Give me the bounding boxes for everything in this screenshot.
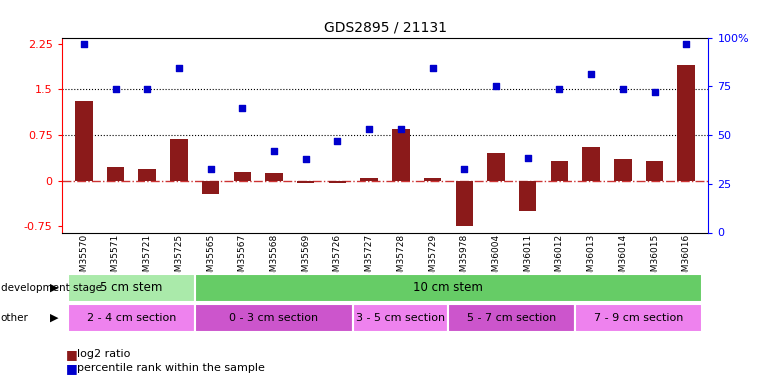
Bar: [195, 274, 702, 302]
Text: log2 ratio: log2 ratio: [77, 350, 130, 359]
Bar: [233, 172, 251, 181]
Point: [458, 165, 470, 171]
Point: [585, 71, 598, 77]
Bar: [678, 65, 695, 181]
Bar: [614, 159, 631, 181]
Text: 7 - 9 cm section: 7 - 9 cm section: [594, 313, 683, 323]
Point: [490, 83, 502, 89]
Text: 2 - 4 cm section: 2 - 4 cm section: [87, 313, 176, 323]
Point: [427, 65, 439, 71]
Text: development stage: development stage: [1, 283, 102, 293]
Point: [553, 86, 565, 92]
Bar: [297, 181, 314, 183]
Bar: [68, 274, 195, 302]
Point: [141, 86, 153, 92]
Point: [395, 126, 407, 132]
Text: 5 cm stem: 5 cm stem: [100, 281, 162, 294]
Text: 3 - 5 cm section: 3 - 5 cm section: [357, 313, 445, 323]
Point: [521, 154, 534, 160]
Point: [300, 156, 312, 162]
Bar: [448, 304, 575, 332]
Bar: [519, 181, 537, 211]
Bar: [360, 178, 378, 181]
Text: 5 - 7 cm section: 5 - 7 cm section: [467, 313, 557, 323]
Bar: [582, 147, 600, 181]
Bar: [202, 181, 219, 194]
Point: [109, 86, 122, 92]
Text: percentile rank within the sample: percentile rank within the sample: [77, 363, 265, 373]
Point: [205, 165, 217, 171]
Bar: [424, 178, 441, 181]
Text: ■: ■: [65, 362, 77, 375]
Bar: [170, 139, 188, 181]
Point: [363, 126, 375, 132]
Point: [268, 148, 280, 154]
Bar: [575, 304, 702, 332]
Bar: [456, 181, 473, 226]
Bar: [107, 167, 124, 181]
Point: [617, 86, 629, 92]
Text: other: other: [1, 313, 28, 323]
Bar: [68, 304, 195, 332]
Bar: [392, 129, 410, 181]
Bar: [353, 304, 448, 332]
Bar: [487, 153, 504, 181]
Bar: [646, 161, 663, 181]
Point: [331, 138, 343, 144]
Point: [78, 40, 90, 46]
Text: ▶: ▶: [50, 313, 59, 323]
Text: ▶: ▶: [50, 283, 59, 293]
Point: [172, 65, 185, 71]
Bar: [266, 173, 283, 181]
Bar: [75, 102, 92, 181]
Point: [680, 40, 692, 46]
Bar: [139, 168, 156, 181]
Text: ■: ■: [65, 348, 77, 361]
Point: [648, 89, 661, 95]
Text: 0 - 3 cm section: 0 - 3 cm section: [229, 313, 319, 323]
Text: 10 cm stem: 10 cm stem: [413, 281, 484, 294]
Point: [236, 105, 249, 111]
Title: GDS2895 / 21131: GDS2895 / 21131: [323, 21, 447, 35]
Bar: [329, 181, 347, 183]
Bar: [551, 161, 568, 181]
Bar: [195, 304, 353, 332]
